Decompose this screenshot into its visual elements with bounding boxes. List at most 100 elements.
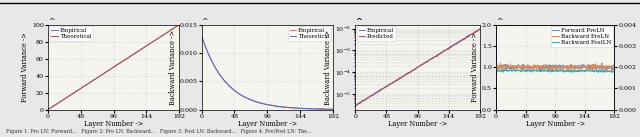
Backward PostLN (492, 70, 500, 72)
Backward PostLN (611, 70, 618, 72)
Empirical (198, 35, 205, 37)
Theoretical (175, 24, 183, 25)
Predicted (389, 82, 397, 83)
Forward PreLN (567, 64, 575, 65)
Forward PreLN (539, 68, 547, 69)
Text: ^: ^ (202, 17, 209, 25)
Empirical (140, 47, 147, 49)
Y-axis label: Forward Variance ->: Forward Variance -> (471, 32, 479, 102)
Empirical (351, 105, 359, 107)
Theoretical (241, 96, 248, 98)
Backward PreLN (531, 67, 539, 68)
Line: Theoretical: Theoretical (202, 36, 333, 109)
Theoretical (87, 81, 95, 83)
Predicted (358, 101, 365, 103)
Empirical (175, 24, 183, 25)
Empirical (476, 28, 484, 29)
Y-axis label: Backward Variance ->: Backward Variance -> (169, 30, 177, 105)
Forward PreLN (531, 65, 538, 66)
Empirical (377, 89, 385, 91)
Backward PostLN (502, 68, 510, 69)
Backward PreLN (579, 66, 586, 68)
Line: Backward PostLN: Backward PostLN (496, 69, 614, 72)
Theoretical (214, 70, 221, 72)
Forward PreLN (579, 64, 586, 65)
Backward PreLN (507, 63, 515, 65)
Theoretical (139, 47, 147, 49)
Text: ^: ^ (355, 17, 362, 25)
Backward PreLN (497, 62, 504, 64)
Empirical (127, 55, 134, 57)
Empirical (44, 109, 52, 110)
Empirical (250, 100, 257, 102)
Theoretical (60, 99, 68, 100)
Legend: Empirical, Predicted: Empirical, Predicted (357, 26, 396, 41)
Backward PostLN (507, 69, 515, 71)
Theoretical (96, 75, 104, 77)
Line: Empirical: Empirical (355, 28, 480, 106)
Backward PreLN (567, 68, 575, 69)
Theoretical (293, 107, 301, 109)
Backward PostLN (531, 70, 539, 71)
Legend: Forward PreLN, Backward PreLN, Backward PostLN: Forward PreLN, Backward PreLN, Backward … (551, 26, 612, 47)
Theoretical (140, 47, 147, 49)
Empirical (329, 108, 337, 110)
Empirical (450, 44, 458, 46)
Theoretical (280, 106, 288, 108)
Text: ^: ^ (496, 17, 503, 25)
Empirical (355, 103, 362, 105)
Backward PostLN (540, 69, 547, 71)
Theoretical (250, 100, 257, 102)
Backward PostLN (579, 70, 586, 72)
Text: ^: ^ (48, 17, 55, 25)
Theoretical (127, 55, 134, 57)
Line: Forward PreLN: Forward PreLN (496, 64, 614, 70)
Backward PreLN (578, 66, 586, 68)
Line: Empirical: Empirical (202, 36, 333, 109)
Backward PreLN (492, 67, 500, 68)
Empirical (139, 47, 147, 49)
Predicted (450, 44, 458, 46)
Backward PostLN (569, 72, 577, 73)
Backward PreLN (540, 65, 547, 66)
Line: Backward PreLN: Backward PreLN (496, 63, 614, 71)
Text: ^: ^ (355, 17, 362, 25)
Predicted (351, 105, 359, 106)
Empirical (87, 81, 95, 83)
Empirical (280, 106, 288, 108)
X-axis label: Layer Number ->: Layer Number -> (237, 120, 297, 128)
Predicted (355, 103, 362, 105)
Forward PreLN (611, 67, 618, 69)
Theoretical (292, 107, 300, 109)
Empirical (292, 107, 300, 109)
Theoretical (198, 35, 205, 37)
Empirical (241, 96, 248, 98)
Line: Predicted: Predicted (355, 29, 480, 105)
Y-axis label: Backward Variance ->: Backward Variance -> (637, 30, 640, 105)
Backward PostLN (567, 71, 575, 73)
Backward PreLN (602, 70, 610, 72)
X-axis label: Layer Number ->: Layer Number -> (525, 120, 585, 128)
Forward PreLN (492, 66, 500, 68)
Empirical (60, 99, 68, 100)
Forward PreLN (566, 65, 574, 66)
Empirical (214, 70, 221, 72)
Forward PreLN (506, 66, 514, 68)
Line: Theoretical: Theoretical (48, 25, 179, 110)
Predicted (476, 28, 484, 30)
Forward PreLN (578, 65, 586, 67)
Theoretical (44, 109, 52, 110)
Empirical (358, 101, 365, 103)
Empirical (466, 34, 474, 36)
Forward PreLN (608, 69, 616, 71)
Predicted (377, 89, 385, 91)
X-axis label: Layer Number ->: Layer Number -> (388, 120, 447, 128)
Line: Empirical: Empirical (48, 25, 179, 110)
Legend: Empirical, Theoretical: Empirical, Theoretical (50, 26, 93, 41)
X-axis label: Layer Number ->: Layer Number -> (84, 120, 143, 128)
Empirical (389, 82, 397, 84)
Predicted (466, 35, 474, 36)
Y-axis label: Forward Variance ->: Forward Variance -> (21, 32, 29, 102)
Legend: Empirical, Theoretical: Empirical, Theoretical (288, 26, 331, 41)
Text: Figure 1: Pre LN: Forward...   Figure 2: Pre LN: Backward...   Figure 3: Post LN: Figure 1: Pre LN: Forward... Figure 2: P… (6, 129, 312, 134)
